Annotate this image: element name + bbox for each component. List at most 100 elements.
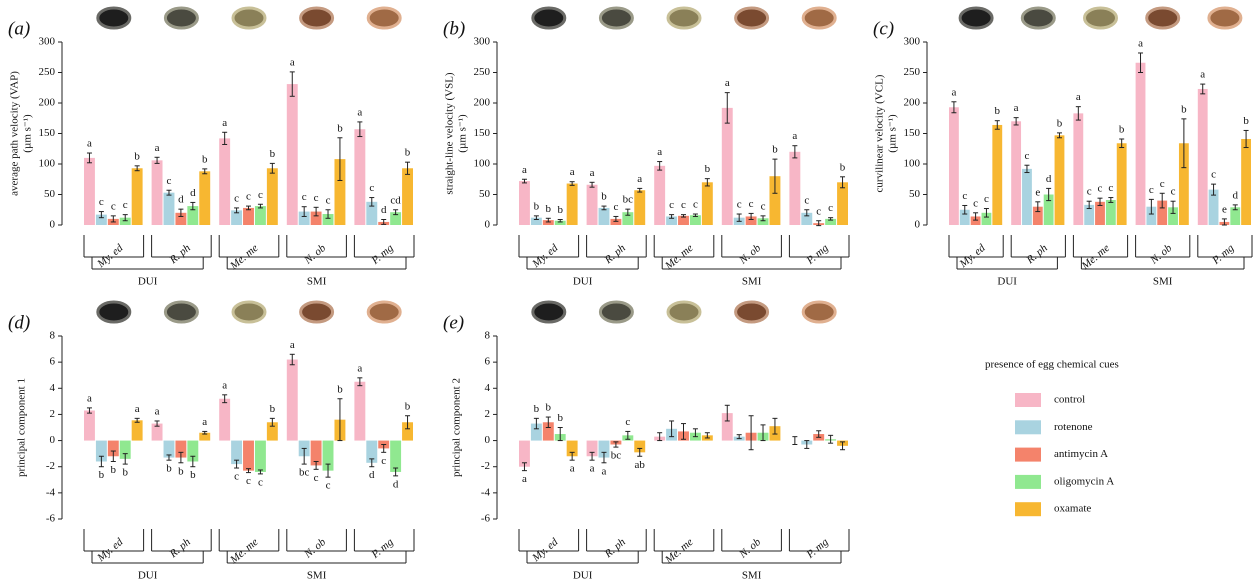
y-tick-label: 300 <box>39 36 56 48</box>
y-axis-label: average path velocity (VAP) <box>9 71 21 196</box>
y-axis-label: principal component 1 <box>16 378 28 477</box>
bar <box>354 129 365 225</box>
y-tick-label: 200 <box>904 97 921 109</box>
y-tick-label: -4 <box>46 486 56 498</box>
significance-letter: a <box>570 166 575 178</box>
panel-label: (a) <box>8 18 30 39</box>
group-label: DUI <box>138 570 158 582</box>
bar <box>152 160 163 225</box>
shell-icon <box>736 8 768 28</box>
significance-letter: b <box>546 203 552 215</box>
significance-letter: b <box>534 200 540 212</box>
bar <box>702 182 713 225</box>
bar <box>243 441 254 471</box>
shell-icon <box>533 8 565 28</box>
y-axis-label: (µm s⁻¹) <box>457 114 469 153</box>
significance-letter: a <box>951 86 956 98</box>
significance-letter: b <box>840 161 846 173</box>
bar <box>654 166 665 225</box>
x-tick-label: N. ob <box>301 242 328 267</box>
bar <box>287 360 298 441</box>
significance-letter: e <box>1222 203 1227 215</box>
y-axis-label: (µm s⁻¹) <box>887 114 899 153</box>
y-tick-label: 8 <box>50 330 56 342</box>
panel-label: (e) <box>443 312 464 333</box>
significance-letter: a <box>1076 91 1081 103</box>
significance-letter: a <box>590 167 595 179</box>
x-tick-label: R. ph <box>167 242 194 267</box>
significance-letter: c <box>302 191 307 203</box>
bar <box>164 193 175 225</box>
x-tick-label: N. ob <box>736 242 763 267</box>
significance-letter: c <box>761 200 766 212</box>
significance-letter: a <box>87 138 92 150</box>
significance-letter: a <box>1014 102 1019 114</box>
legend-label: rotenone <box>1054 421 1093 433</box>
significance-letter: b <box>270 403 276 415</box>
significance-letter: c <box>369 182 374 194</box>
shell-icon <box>301 302 333 322</box>
significance-letter: b <box>546 402 552 414</box>
significance-letter: b <box>270 148 276 160</box>
shell-icon <box>301 8 333 28</box>
x-tick-label: My. ed <box>957 242 988 271</box>
shell-icon <box>600 302 632 322</box>
significance-letter: d <box>369 469 375 481</box>
x-tick-label: R. ph <box>1024 242 1051 267</box>
legend-label: control <box>1054 394 1085 406</box>
significance-letter: b <box>1181 103 1187 115</box>
significance-letter: b <box>1243 115 1249 127</box>
shell-icon <box>165 302 197 322</box>
significance-letter: b <box>405 147 411 159</box>
significance-letter: a <box>290 339 295 351</box>
bar <box>243 208 254 225</box>
significance-letter: d <box>393 478 399 490</box>
x-tick-label: P. mg <box>804 242 831 268</box>
significance-letter: b <box>337 122 343 134</box>
significance-letter: c <box>1098 183 1103 195</box>
shell-icon <box>668 8 700 28</box>
y-tick-label: 0 <box>50 219 56 231</box>
shell-icon <box>368 8 400 28</box>
bar <box>219 399 230 441</box>
significance-letter: b <box>601 191 607 203</box>
significance-letter: b <box>99 469 105 481</box>
x-tick-label: My. ed <box>529 536 560 565</box>
significance-letter: b <box>557 204 563 216</box>
bar <box>722 108 733 225</box>
y-tick-label: 150 <box>904 127 921 139</box>
significance-letter: b <box>178 465 184 477</box>
bar <box>267 168 278 225</box>
y-tick-label: 4 <box>50 382 56 394</box>
y-tick-label: 300 <box>904 36 921 48</box>
y-axis-label: curvilinear velocity (VCL) <box>874 74 886 192</box>
y-tick-label: 6 <box>485 356 491 368</box>
legend-swatch <box>1015 448 1041 462</box>
significance-letter: b <box>405 400 411 412</box>
legend-swatch <box>1015 475 1041 489</box>
shell-icon <box>98 8 130 28</box>
significance-letter: c <box>167 175 172 187</box>
significance-letter: a <box>290 56 295 68</box>
bar <box>949 107 959 225</box>
bar <box>1136 63 1146 225</box>
significance-letter: a <box>602 465 607 477</box>
y-tick-label: 150 <box>39 127 56 139</box>
bar <box>1073 113 1083 225</box>
y-axis-label: straight-line velocity (VSL) <box>444 72 456 195</box>
shell-icon <box>165 8 197 28</box>
x-tick-label: N. ob <box>736 536 763 561</box>
significance-letter: c <box>984 193 989 205</box>
significance-letter: a <box>202 416 207 428</box>
significance-letter: d <box>381 204 387 216</box>
significance-letter: a <box>155 405 160 417</box>
bar <box>1106 200 1116 225</box>
significance-letter: a <box>1200 69 1205 81</box>
significance-letter: a <box>657 146 662 158</box>
shell-icon <box>1147 8 1179 28</box>
y-tick-label: 0 <box>50 434 56 446</box>
bar <box>1055 135 1065 225</box>
y-tick-label: 150 <box>474 127 491 139</box>
panel-label: (d) <box>8 312 30 333</box>
significance-letter: a <box>522 473 527 485</box>
